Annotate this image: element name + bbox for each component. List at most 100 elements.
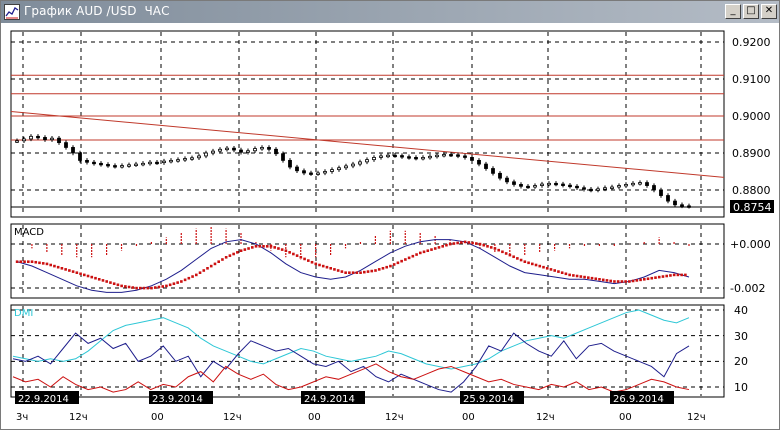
candle-body — [477, 159, 481, 165]
candle-body — [358, 161, 362, 165]
candle-body — [400, 155, 404, 158]
macd-signal-dot — [344, 271, 347, 274]
macd-signal-dot — [661, 275, 665, 278]
price-tick-label: 0.9000 — [732, 110, 771, 123]
macd-signal-dot — [363, 270, 366, 274]
macd-signal-dot — [142, 286, 146, 290]
macd-signal-dot — [426, 249, 430, 252]
dmi-tick-label: 20 — [734, 355, 748, 368]
macd-signal-dot — [191, 275, 194, 278]
macd-signal-dot — [635, 279, 639, 282]
macd-signal-dot — [572, 274, 575, 277]
candle-body — [106, 164, 110, 167]
macd-signal-dot — [86, 274, 90, 278]
candle-body — [190, 157, 194, 160]
macd-signal-dot — [60, 267, 64, 270]
macd-signal-dot — [542, 265, 545, 269]
macd-signal-dot — [292, 252, 295, 256]
macd-signal-dot — [180, 280, 183, 283]
time-label: 12ч — [536, 412, 555, 423]
macd-signal-dot — [594, 277, 598, 281]
candle-body — [568, 184, 572, 188]
candle-body — [162, 160, 166, 164]
macd-panel[interactable] — [10, 223, 725, 299]
macd-signal-dot — [15, 260, 19, 263]
macd-signal-dot — [643, 278, 646, 281]
macd-signal-dot — [359, 271, 362, 274]
minimize-icon: _ — [730, 5, 736, 16]
candle-body — [92, 161, 96, 165]
candle-body — [652, 185, 656, 191]
price-tick-label: 0.9200 — [732, 36, 771, 49]
price-series — [10, 74, 725, 209]
candle-body — [344, 165, 348, 169]
macd-signal-dot — [254, 245, 258, 248]
candle-body — [323, 171, 327, 174]
date-label: 24.9.2014 — [304, 394, 355, 405]
macd-signal-dot — [579, 275, 583, 278]
macd-signal-dot — [277, 247, 280, 250]
macd-signal-dot — [684, 273, 687, 277]
macd-signal-dot — [209, 264, 213, 268]
macd-signal-dot — [523, 260, 527, 263]
macd-signal-dot — [374, 269, 377, 272]
candle-body — [442, 154, 446, 157]
macd-signal-dot — [221, 258, 224, 261]
macd-signal-dot — [71, 270, 75, 273]
macd-signal-dot — [504, 252, 508, 255]
minimize-button[interactable]: _ — [725, 4, 741, 19]
macd-signal-dot — [112, 282, 116, 285]
dmi-panel[interactable] — [10, 304, 725, 398]
candle-body — [673, 200, 677, 206]
macd-signal-dot — [516, 257, 519, 260]
candle-body — [372, 157, 376, 161]
candle-body — [57, 137, 61, 144]
macd-signal-dot — [273, 246, 276, 249]
macd-signal-dot — [646, 277, 650, 281]
macd-signal-dot — [321, 264, 325, 268]
macd-signal-dot — [176, 281, 179, 284]
chart-canvas[interactable]: 0.9200 0.9100 0.9000 0.8900 0.8800 0.875… — [1, 23, 779, 429]
price-panel[interactable] — [10, 30, 725, 218]
date-badge — [149, 391, 213, 404]
macd-signal-dot — [247, 247, 250, 250]
date-label: 26.9.2014 — [613, 394, 664, 405]
candle-body — [113, 165, 117, 168]
current-price-label: 0.8754 — [733, 201, 772, 214]
macd-signal-dot — [269, 245, 273, 248]
macd-signal-dot — [187, 276, 191, 280]
close-button[interactable]: ✕ — [761, 4, 777, 19]
candle-body — [631, 182, 635, 186]
candle-body — [225, 147, 229, 151]
macd-signal-dot — [628, 280, 631, 283]
macd-signal-dot — [314, 262, 318, 266]
macd-signal-dot — [318, 263, 321, 267]
candle-body — [365, 159, 369, 163]
candle-body — [141, 162, 145, 166]
macd-signal-dot — [538, 264, 542, 268]
candle-body — [15, 140, 19, 143]
candle-body — [218, 148, 222, 152]
macd-signal-dot — [545, 267, 549, 270]
title-bar[interactable]: График AUD /USD ЧАС _ □ ✕ — [1, 1, 779, 23]
date-badge — [460, 391, 524, 404]
time-label: 12ч — [69, 412, 88, 423]
macd-signal-dot — [64, 268, 67, 271]
maximize-button[interactable]: □ — [743, 4, 759, 19]
macd-signal-dot — [161, 285, 164, 288]
macd-signal-dot — [262, 245, 265, 248]
trend-line — [10, 111, 725, 178]
macd-signal-dot — [531, 262, 534, 266]
candle-body — [449, 154, 453, 157]
macd-signal-dot — [355, 271, 359, 274]
macd-signal-dot — [381, 267, 385, 270]
time-label: 3ч — [16, 412, 28, 423]
candle-body — [596, 188, 600, 191]
macd-signal-dot — [68, 269, 71, 272]
macd-signal-dot — [295, 254, 299, 257]
candle-body — [547, 182, 551, 186]
candle-body — [309, 172, 313, 175]
macd-signal-dot — [333, 268, 336, 271]
macd-signal-dot — [650, 276, 654, 280]
candle-body — [407, 156, 411, 159]
